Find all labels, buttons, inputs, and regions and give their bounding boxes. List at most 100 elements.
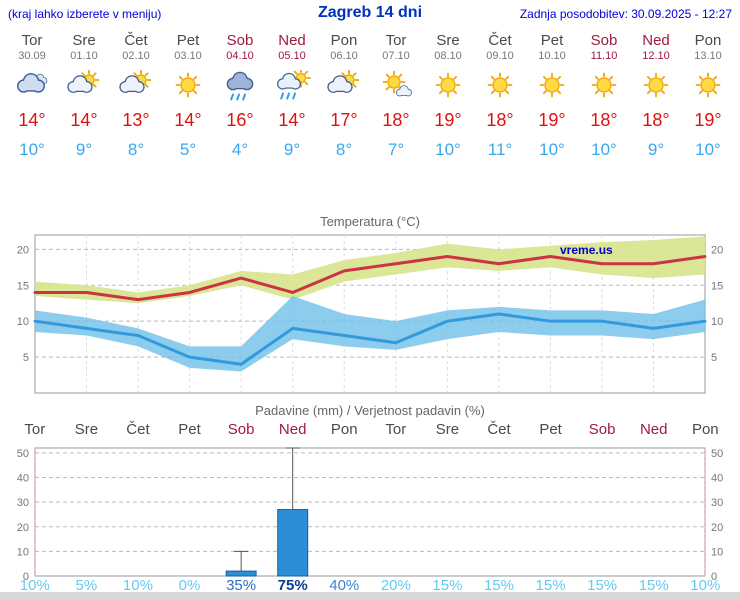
day-date: 04.10	[226, 50, 254, 62]
high-temp: 16°	[226, 110, 254, 130]
footer-bar	[0, 592, 740, 600]
low-temp: 11°	[487, 140, 513, 159]
day-column[interactable]: Čet 02.10 13° 8°	[110, 32, 162, 160]
svg-text:30: 30	[711, 497, 723, 509]
weather-icon	[630, 69, 682, 103]
weather-icon	[474, 69, 526, 103]
svg-text:0: 0	[711, 571, 717, 582]
day-date: 06.10	[330, 50, 358, 62]
day-column[interactable]: Sob 04.10 16° 4°	[214, 32, 266, 160]
precip-day-label: Sob	[227, 421, 255, 438]
last-update-text: Zadnja posodobitev: 30.09.2025 - 12:27	[519, 7, 732, 21]
precip-day-label: Čet	[487, 421, 511, 438]
low-temp: 10°	[695, 140, 721, 159]
day-name: Pon	[694, 32, 722, 49]
precip-day-label: Ned	[639, 421, 668, 438]
day-date: 12.10	[642, 50, 670, 62]
weather-icon	[370, 69, 422, 103]
day-date: 02.10	[122, 50, 150, 62]
day-name: Pet	[540, 32, 564, 49]
weather-icon	[318, 69, 370, 103]
high-temp: 19°	[434, 110, 462, 130]
high-temp: 18°	[590, 110, 618, 130]
precip-day-label: Čet	[126, 421, 150, 438]
precip-day-label: Pon	[330, 421, 358, 438]
svg-text:50: 50	[711, 448, 723, 460]
precip-day-label: Tor	[385, 421, 407, 438]
weather-icon	[526, 69, 578, 103]
high-temp: 19°	[538, 110, 566, 130]
day-date: 10.10	[538, 50, 566, 62]
svg-text:10: 10	[711, 316, 723, 328]
precipitation-chart: 0 0 10 10 20 20 30 30 40 40 50 50	[17, 447, 723, 582]
menu-hint-link[interactable]: (kraj lahko izberete v meniju)	[8, 7, 162, 21]
weather-icon	[58, 69, 110, 103]
low-temp: 10°	[539, 140, 565, 159]
precip-probability: 10%	[690, 577, 721, 594]
precip-day-label: Tor	[24, 421, 46, 438]
svg-text:30: 30	[17, 497, 29, 509]
low-temp: 5°	[179, 140, 197, 159]
weather-icon	[682, 69, 734, 103]
low-temp: 4°	[231, 140, 249, 159]
precip-probability: 15%	[483, 577, 514, 594]
precip-probability: 35%	[226, 577, 257, 594]
precip-day-label: Ned	[278, 421, 307, 438]
day-column[interactable]: Ned 05.10 14° 9°	[266, 32, 318, 160]
precip-probability: 15%	[432, 577, 463, 594]
precip-day-label: Sre	[74, 421, 99, 438]
weather-icon	[422, 69, 474, 103]
day-date: 30.09	[18, 50, 46, 62]
temperature-chart: 5 5 10 10 15 15 20 20 vreme.us	[17, 234, 723, 394]
precip-probability: 10%	[122, 577, 153, 594]
day-date: 08.10	[434, 50, 462, 62]
day-column[interactable]: Tor 07.10 18° 7°	[370, 32, 422, 160]
svg-text:10: 10	[17, 546, 29, 558]
day-column[interactable]: Pet 03.10 14° 5°	[162, 32, 214, 160]
precip-probability-row: 10% 5% 10% 0% 35% 75% 40% 20% 15% 15% 15% 15% 15% 10%	[9, 577, 731, 594]
day-name: Tor	[385, 32, 407, 49]
day-column[interactable]: Tor 30.09 14° 10°	[6, 32, 58, 160]
day-column[interactable]: Pon 06.10 17° 8°	[318, 32, 370, 160]
day-name: Čet	[488, 32, 512, 49]
low-temp: 8°	[335, 140, 353, 159]
page-title: Zagreb 14 dni	[317, 4, 423, 21]
day-column[interactable]: Pet 10.10 19° 10°	[526, 32, 578, 160]
low-temp: 10°	[19, 140, 45, 159]
precip-probability: 20%	[380, 577, 411, 594]
svg-text:0: 0	[23, 571, 29, 582]
day-name: Sob	[590, 32, 618, 49]
day-date: 13.10	[694, 50, 722, 62]
svg-text:15: 15	[17, 280, 29, 292]
day-column[interactable]: Čet 09.10 18° 11°	[474, 32, 526, 160]
precip-day-labels: Tor Sre Čet Pet Sob Ned Pon Tor Sre Čet Pet Sob Ned P…	[9, 421, 731, 438]
high-temp: 18°	[642, 110, 670, 130]
svg-text:5: 5	[23, 352, 29, 364]
precip-probability: 15%	[587, 577, 618, 594]
watermark: vreme.us	[560, 243, 613, 257]
high-temp: 18°	[382, 110, 410, 130]
precip-chart-title: Padavine (mm) / Verjetnost padavin (%)	[255, 403, 485, 418]
high-temp: 14°	[70, 110, 98, 130]
day-name: Pet	[176, 32, 200, 49]
svg-text:20: 20	[17, 522, 29, 534]
day-date: 11.10	[590, 50, 618, 62]
low-temp: 10°	[591, 140, 617, 159]
day-column[interactable]: Sre 08.10 19° 10°	[422, 32, 474, 160]
day-column[interactable]: Pon 13.10 19° 10°	[682, 32, 734, 160]
day-column[interactable]: Sre 01.10 14° 9°	[58, 32, 110, 160]
day-name: Ned	[278, 32, 306, 49]
precip-probability: 75%	[277, 577, 308, 594]
high-temp: 14°	[18, 110, 46, 130]
high-temp: 14°	[174, 110, 202, 130]
svg-text:40: 40	[711, 473, 723, 485]
low-temp: 8°	[127, 140, 145, 159]
precip-day-label: Pon	[691, 421, 719, 438]
high-temp: 14°	[278, 110, 306, 130]
precip-day-label: Pet	[178, 421, 201, 438]
day-date: 07.10	[382, 50, 410, 62]
low-temp: 9°	[647, 140, 665, 159]
day-column[interactable]: Ned 12.10 18° 9°	[630, 32, 682, 160]
day-column[interactable]: Sob 11.10 18° 10°	[578, 32, 630, 160]
